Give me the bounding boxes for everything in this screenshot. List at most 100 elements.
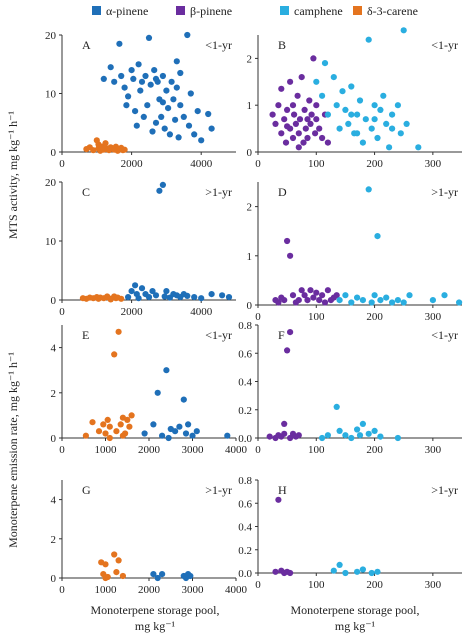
point-e-s1-9 — [182, 430, 190, 437]
point-e-s0-8 — [113, 428, 120, 435]
point-e-s0-10 — [117, 421, 124, 428]
point-b-s1-20 — [377, 106, 384, 113]
point-b-s0-11 — [291, 111, 298, 118]
point-a-s1-32 — [170, 96, 177, 103]
point-c-s1-23 — [219, 292, 226, 299]
point-c-s0-13 — [118, 295, 125, 302]
point-b-s0-24 — [310, 55, 317, 62]
x-tick-label: 1000 — [95, 444, 118, 456]
point-b-s1-4 — [330, 74, 337, 81]
point-f-s1-0 — [319, 434, 326, 442]
point-a-s0-2 — [90, 147, 97, 154]
point-c-s1-24 — [225, 294, 233, 301]
point-b-s1-28 — [403, 120, 410, 127]
point-b-s0-5 — [281, 116, 288, 123]
point-b-s1-32 — [348, 111, 355, 118]
x-axis-label-right-line2: mg kg⁻¹ — [335, 619, 376, 633]
point-g-s1-6 — [182, 574, 190, 582]
point-d-s0-4 — [284, 237, 291, 245]
x-tick-label: 0 — [59, 306, 65, 318]
point-e-s1-7 — [176, 423, 183, 430]
point-f-s1-3 — [336, 427, 343, 434]
point-a-s1-27 — [161, 125, 168, 132]
x-tick-label: 0 — [255, 311, 261, 323]
point-d-s1-2 — [348, 299, 355, 306]
point-c-s1-10 — [156, 187, 163, 194]
point-h-s1-2 — [342, 569, 349, 577]
x-tick-label: 300 — [425, 311, 442, 323]
point-c-s1-11 — [159, 181, 166, 188]
point-b-s0-32 — [304, 116, 311, 123]
point-c-s1-22 — [208, 291, 215, 298]
point-g-s0-8 — [102, 574, 109, 582]
point-d-s0-8 — [295, 297, 302, 304]
panel-d: 0 100 200 300 0 1 2 D >1-yr — [247, 182, 463, 323]
point-a-s1-41 — [191, 131, 198, 138]
point-e-s1-1 — [150, 421, 157, 428]
y-tick-label: 4 — [51, 495, 57, 507]
y-tick-label: 0.2 — [238, 545, 252, 557]
point-b-s1-17 — [368, 125, 375, 132]
point-a-s1-30 — [166, 131, 173, 138]
point-b-s0-28 — [319, 134, 326, 142]
point-b-s0-7 — [284, 106, 291, 113]
point-b-s0-26 — [313, 116, 320, 123]
point-b-s0-9 — [287, 78, 294, 85]
point-e-s0-2 — [95, 428, 103, 435]
point-a-s0-19 — [121, 146, 128, 153]
point-d-s0-16 — [319, 292, 326, 299]
y-tick-label: 10 — [45, 89, 57, 101]
point-f-s0-4 — [281, 420, 288, 427]
x-tick-label: 4000 — [225, 444, 248, 456]
panel-g: 0 1000 2000 3000 4000 0 2 4 G >1-yr — [51, 480, 248, 596]
y-tick-label: 0.8 — [238, 475, 252, 487]
point-d-s1-8 — [374, 233, 381, 240]
point-b-s0-0 — [269, 111, 276, 118]
point-h-s1-1 — [336, 561, 343, 569]
x-tick-label: 100 — [308, 311, 325, 323]
point-d-s0-3 — [281, 297, 288, 304]
point-a-s1-40 — [187, 90, 194, 97]
point-b-s1-14 — [359, 139, 366, 146]
point-d-s1-15 — [429, 297, 436, 304]
point-a-s1-3 — [116, 40, 123, 47]
point-e-s0-14 — [126, 423, 133, 430]
point-a-s1-44 — [205, 110, 212, 118]
point-d-s1-1 — [342, 292, 349, 299]
point-a-s1-39 — [185, 122, 193, 129]
panel-letter: C — [82, 185, 90, 199]
point-e-s0-5 — [104, 416, 111, 423]
point-a-s1-18 — [145, 34, 153, 42]
point-d-s0-18 — [324, 287, 331, 294]
x-tick-label: 200 — [366, 444, 383, 456]
y-tick-label: 0.0 — [238, 568, 252, 580]
panel-age-label: <1-yr — [205, 328, 232, 342]
point-d-s1-3 — [354, 294, 361, 301]
point-b-s1-7 — [339, 88, 346, 95]
point-e-s1-0 — [141, 430, 148, 437]
point-g-s1-0 — [150, 571, 157, 578]
panel-age-label: >1-yr — [431, 483, 458, 497]
point-h-s0-0 — [272, 568, 279, 575]
point-a-s1-49 — [152, 75, 160, 82]
x-tick-label: 2000 — [138, 584, 161, 596]
legend-label-0: α-pinene — [106, 4, 148, 18]
point-f-s1-8 — [365, 430, 372, 437]
point-d-s1-5 — [365, 186, 372, 193]
point-f-s1-10 — [377, 433, 384, 440]
point-a-s1-15 — [140, 113, 147, 120]
x-tick-label: 0 — [59, 584, 65, 596]
point-e-s0-16 — [106, 434, 113, 442]
y-tick-label: 2 — [247, 202, 253, 214]
point-b-s1-2 — [321, 60, 329, 67]
point-c-s1-9 — [152, 292, 160, 299]
point-e-s1-2 — [154, 389, 161, 396]
panel-letter: A — [82, 38, 91, 52]
panel-age-label: >1-yr — [205, 483, 232, 497]
x-tick-label: 3000 — [182, 584, 205, 596]
point-b-s1-24 — [389, 111, 396, 118]
point-h-s1-3 — [354, 568, 361, 575]
y-tick-label: 0.4 — [238, 522, 252, 534]
point-d-s0-5 — [287, 252, 294, 259]
